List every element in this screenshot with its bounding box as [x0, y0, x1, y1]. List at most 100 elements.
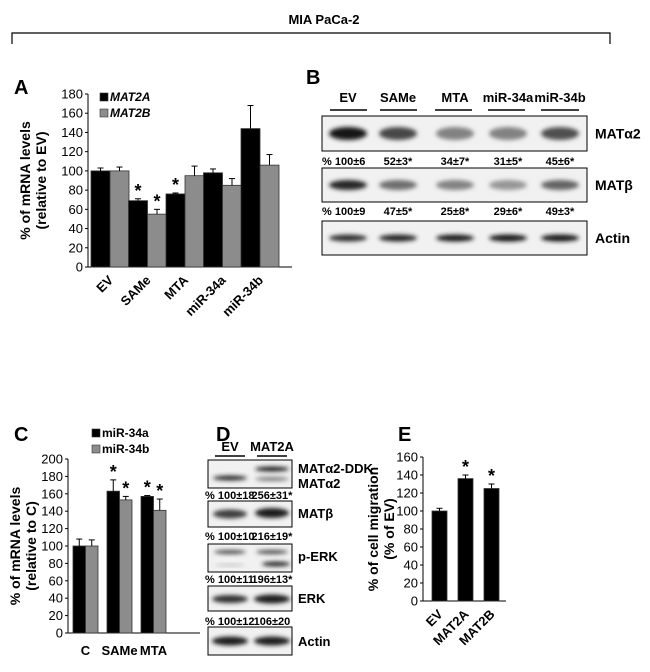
y-tick-label: 60 — [49, 573, 63, 588]
band-actin — [254, 636, 290, 646]
quantification: % 100±12 — [205, 616, 254, 628]
significance-star: * — [153, 191, 160, 211]
panel-label-d: D — [216, 424, 230, 446]
x-tick-label: C — [81, 643, 91, 658]
quantification: % 100±10 — [205, 531, 254, 543]
bar-miR-34a-C — [72, 545, 86, 634]
y-tick-label: 140 — [61, 125, 83, 140]
y-axis-label: (relative to EV) — [33, 131, 49, 229]
bar-MAT2B-miR-34b — [259, 164, 280, 268]
protein-label: Actin — [595, 230, 630, 246]
band — [489, 180, 527, 190]
quantification: 34±7* — [441, 156, 470, 168]
bar-MAT2A-miR-34b — [240, 128, 261, 268]
significance-star: * — [172, 175, 179, 195]
x-tick-label: MTA — [161, 272, 191, 302]
legend-label: MAT2A — [110, 90, 150, 104]
band-erk — [254, 594, 290, 604]
significance-star: * — [488, 466, 495, 486]
quantification: % 100±11 — [205, 574, 254, 586]
x-tick-label: MTA — [140, 643, 168, 658]
y-tick-label: 160 — [396, 450, 418, 465]
bar-MAT2B-EV — [109, 170, 130, 268]
bar-MAT2B-miR-34a — [222, 184, 242, 268]
quantification: 196±13* — [252, 574, 294, 586]
band-perk — [214, 550, 246, 554]
y-tick-label: 0 — [56, 626, 63, 641]
bar-miR-34a-SAMe — [106, 490, 120, 634]
band — [489, 127, 527, 140]
bar-MAT2A-EV — [90, 170, 111, 268]
band — [329, 127, 367, 140]
quantification: % 100±6 — [322, 156, 365, 168]
y-tick-label: 0 — [411, 594, 418, 609]
legend-swatch — [91, 428, 101, 438]
band — [329, 180, 367, 190]
quantification: 25±8* — [441, 206, 470, 218]
band-actin — [212, 636, 248, 646]
y-tick-label: 80 — [69, 183, 83, 198]
band — [541, 234, 579, 242]
y-tick-label: 60 — [404, 540, 418, 555]
band — [379, 234, 417, 242]
legend-label: MAT2B — [110, 106, 151, 120]
legend-swatch — [99, 108, 109, 118]
legend-swatch — [99, 92, 109, 102]
blot-d-2 — [207, 543, 293, 573]
lane-label: MTA — [441, 90, 469, 105]
quantification: 49±3* — [546, 206, 575, 218]
protein-label: ERK — [298, 591, 326, 606]
band — [379, 180, 417, 190]
lane-label: miR-34b — [534, 90, 585, 105]
bar-MAT2A-SAMe — [128, 200, 148, 268]
y-tick-label: 80 — [404, 522, 418, 537]
quantification: 256±31* — [252, 490, 294, 502]
protein-label: Actin — [298, 634, 331, 649]
bar-MAT2A-MTA — [165, 193, 186, 268]
y-tick-label: 140 — [396, 468, 418, 483]
band-mata2 — [255, 477, 289, 481]
significance-star: * — [134, 181, 141, 201]
band — [436, 180, 474, 190]
panel-label-a: A — [14, 77, 28, 99]
protein-label: p-ERK — [298, 549, 338, 564]
band — [541, 180, 579, 190]
band-matb — [213, 509, 247, 519]
band-mata2 — [213, 475, 247, 481]
bar-miR-34b-C — [85, 545, 99, 634]
panel-label-c: C — [14, 424, 28, 446]
y-axis-label: (% of EV) — [381, 498, 397, 559]
protein-label: MATα2-DDK — [298, 461, 374, 476]
band — [489, 234, 527, 242]
y-tick-label: 40 — [49, 591, 63, 606]
significance-star: * — [110, 462, 117, 482]
y-tick-label: 140 — [41, 504, 63, 519]
lane-label: EV — [221, 439, 239, 454]
band — [436, 127, 474, 140]
bar-miR-34b-MTA — [153, 509, 167, 634]
legend-swatch — [91, 444, 101, 454]
y-tick-label: 120 — [41, 521, 63, 536]
blot-d-0 — [207, 459, 293, 489]
lane-label: SAMe — [380, 90, 416, 105]
bar-miR-34b-SAMe — [119, 499, 133, 634]
protein-label: MATα2 — [298, 476, 340, 491]
significance-star: * — [122, 478, 129, 498]
protein-label: MATβ — [298, 506, 333, 521]
quantification: 106±20 — [254, 616, 291, 628]
y-tick-label: 40 — [69, 221, 83, 236]
legend-label: miR-34a — [102, 426, 149, 440]
bar-migration-EV — [431, 510, 448, 602]
x-tick-label: miR-34b — [219, 272, 266, 319]
y-tick-label: 80 — [49, 556, 63, 571]
y-tick-label: 20 — [49, 608, 63, 623]
y-tick-label: 200 — [41, 452, 63, 467]
significance-star: * — [462, 457, 469, 477]
quantification: 45±6* — [546, 156, 575, 168]
band — [541, 127, 579, 140]
bar-migration-MAT2A — [457, 478, 474, 602]
y-tick-label: 160 — [41, 486, 63, 501]
quantification: 52±3* — [384, 156, 413, 168]
quantification: 47±5* — [384, 206, 413, 218]
